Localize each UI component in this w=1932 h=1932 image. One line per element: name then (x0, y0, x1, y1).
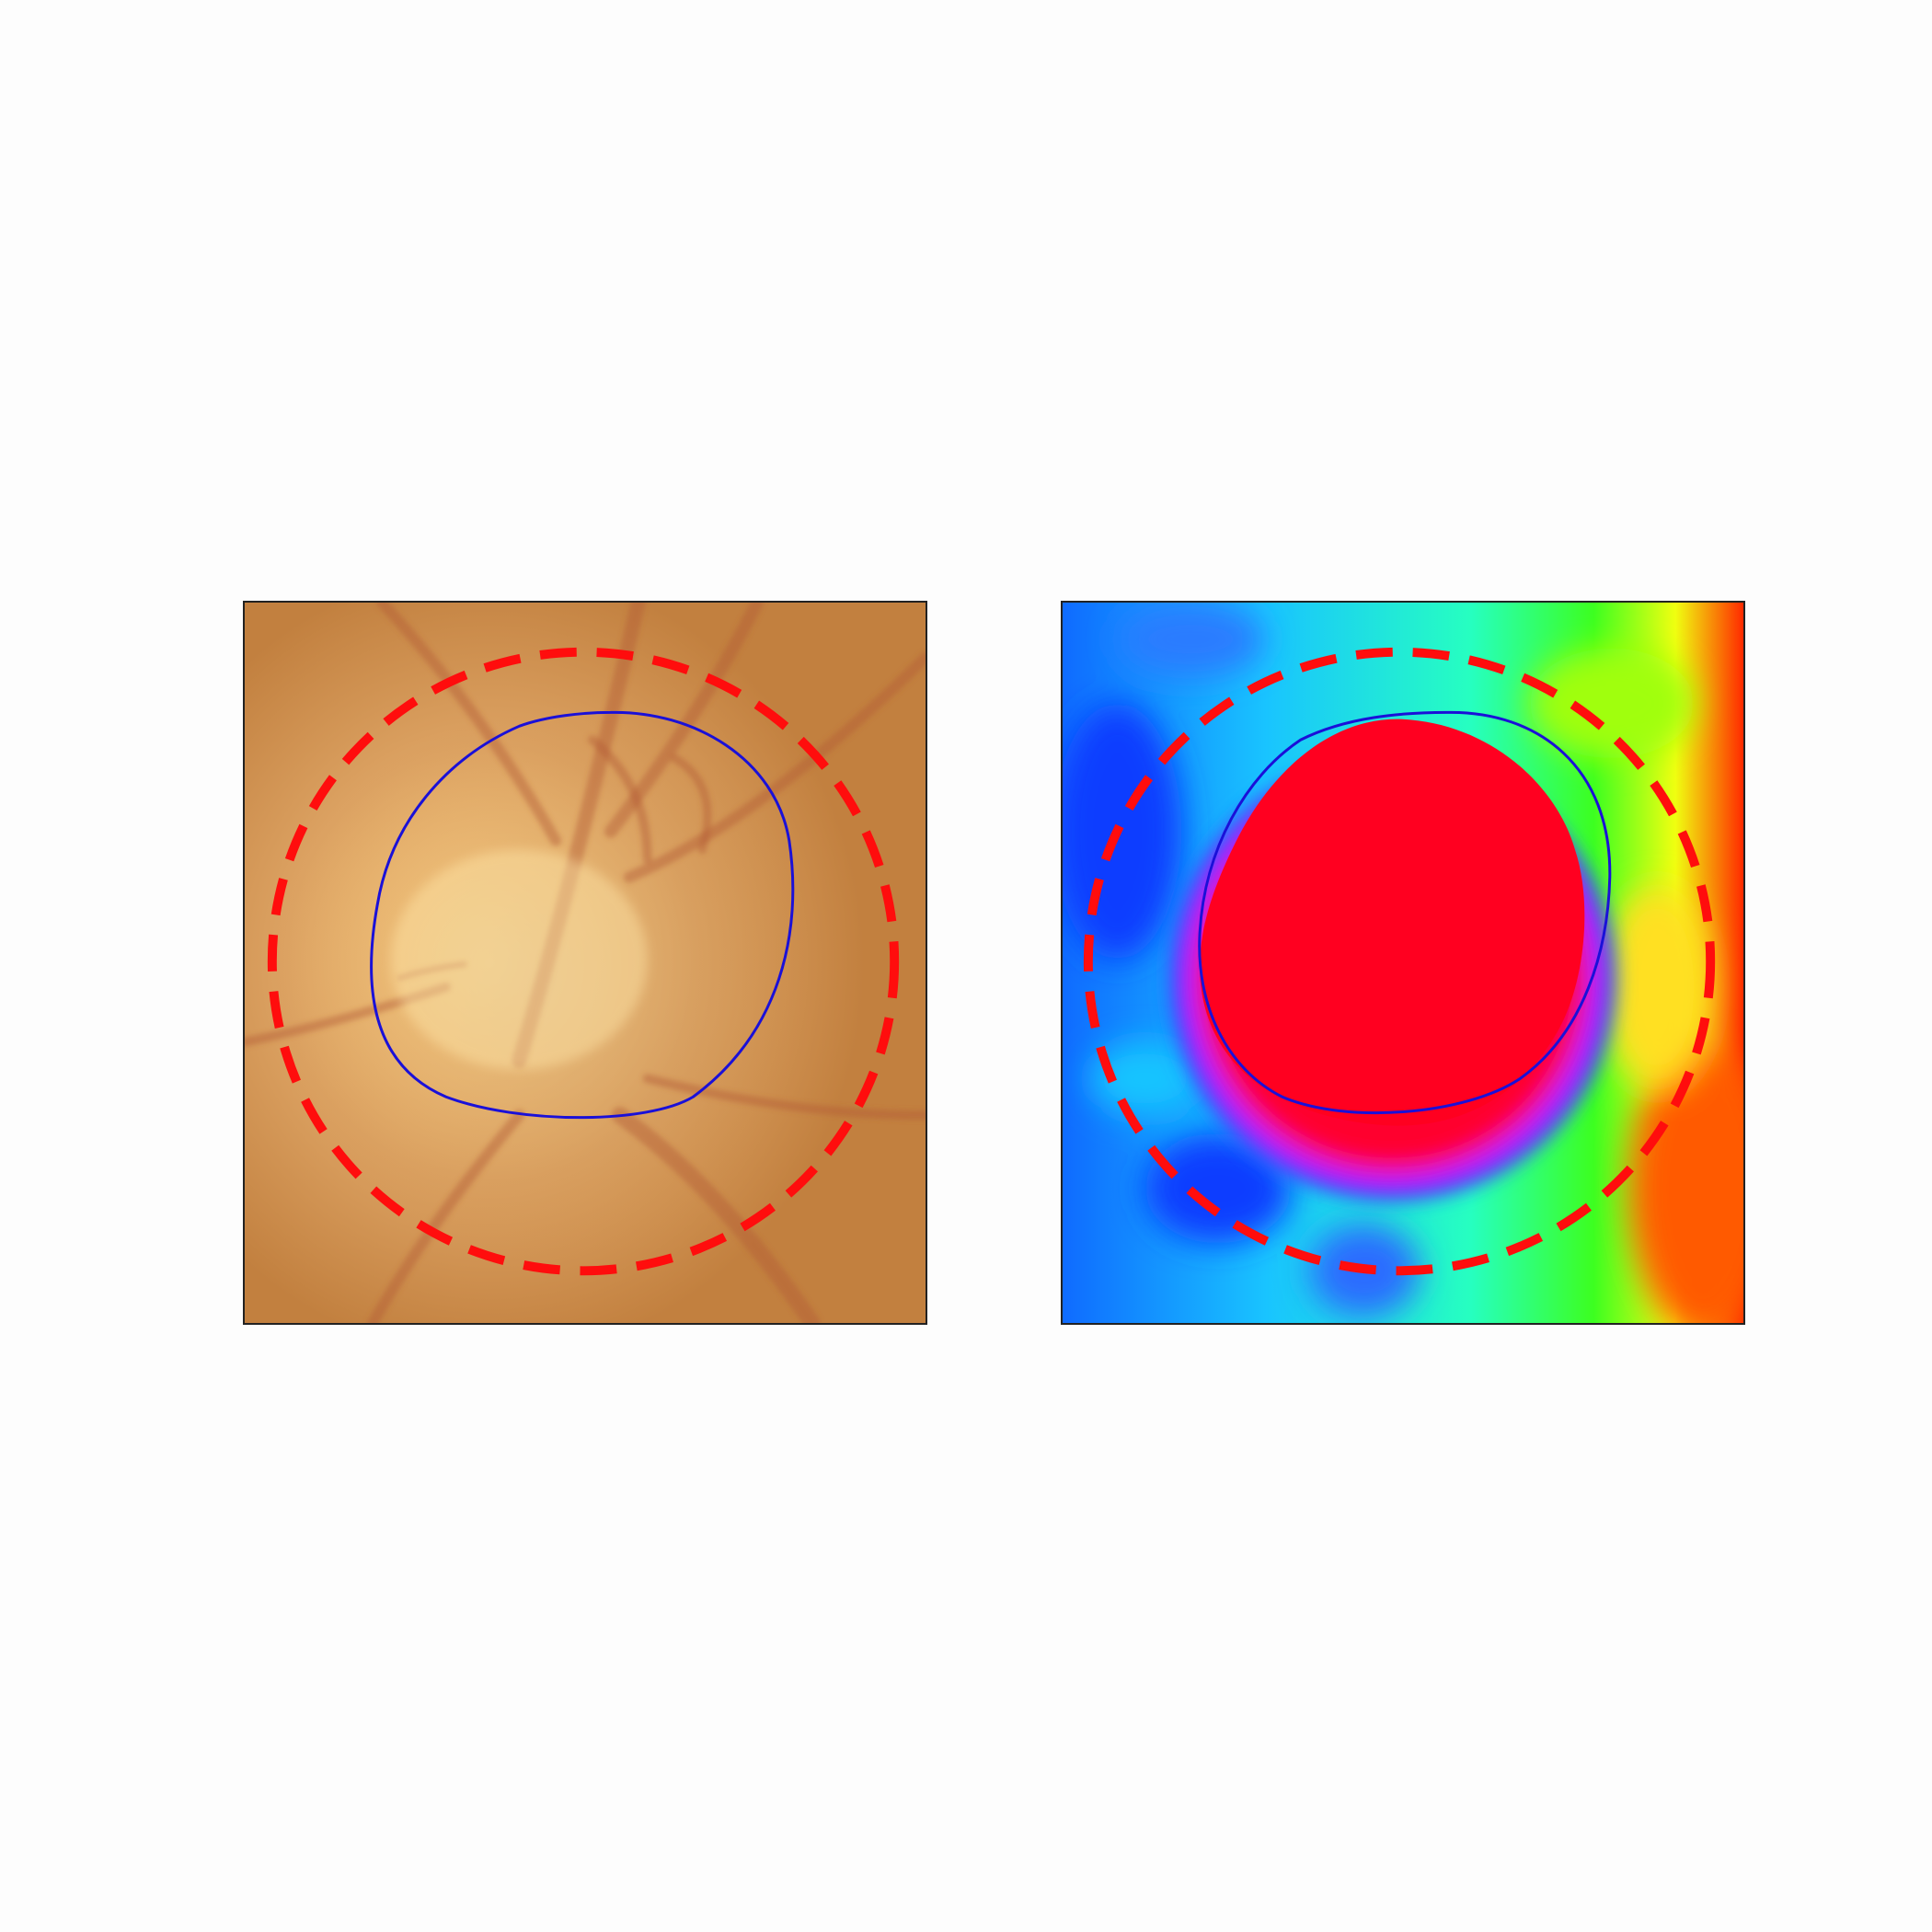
heatmap-image (1063, 603, 1743, 1323)
inner-disc-contour (370, 710, 795, 1120)
heatmap-panel (1061, 601, 1745, 1325)
hot-core-region (1200, 719, 1585, 1126)
heatmap-overlays (1083, 647, 1716, 1276)
retinal-vessels (245, 603, 926, 1323)
fundus-overlays (267, 647, 900, 1276)
outer-dashed-boundary (267, 647, 900, 1276)
optic-cup-brightness (391, 849, 648, 1070)
outer-dashed-boundary (1083, 647, 1716, 1276)
fundus-image (245, 603, 926, 1323)
fundus-image-panel (243, 601, 927, 1325)
inner-disc-contour (1198, 710, 1612, 1115)
